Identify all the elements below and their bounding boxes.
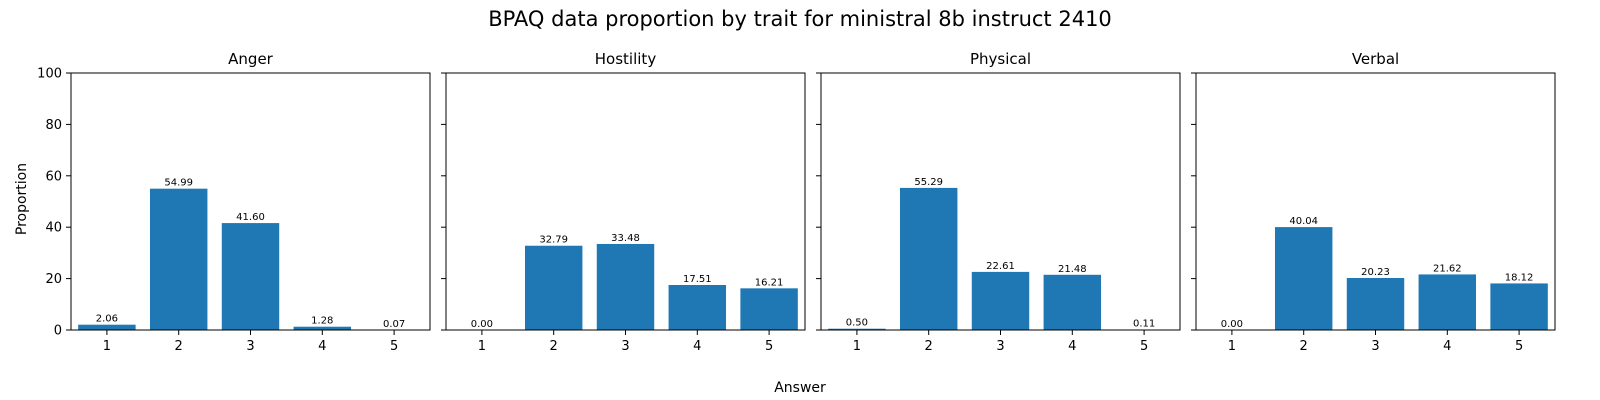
bar-anger-2	[149, 188, 208, 330]
x-tick-label: 2	[175, 339, 183, 354]
bar-value-label: 16.21	[755, 277, 784, 288]
bar-value-label: 0.00	[471, 319, 493, 330]
x-tick-label: 5	[765, 339, 773, 354]
bar-hostility-3	[596, 243, 655, 330]
x-tick-label: 4	[318, 339, 326, 354]
panel-anger: Anger 0 20 40 60 80 100 2.06 1 54.99 2 41.60 3 1.28 4 0…	[37, 50, 431, 354]
bar-verbal-3	[1346, 278, 1405, 330]
bar-value-label: 1.28	[311, 316, 333, 327]
bar-value-label: 20.23	[1361, 267, 1390, 278]
bar-value-label: 18.12	[1505, 272, 1534, 283]
bar-value-label: 21.62	[1433, 263, 1462, 274]
y-tick-label: 60	[45, 169, 62, 184]
x-tick-label: 1	[1228, 339, 1236, 354]
x-tick-label: 5	[1515, 339, 1523, 354]
bar-value-label: 33.48	[611, 233, 640, 244]
x-axis-label: Answer	[774, 380, 826, 396]
x-tick-label: 4	[1443, 339, 1451, 354]
bar-value-label: 55.29	[914, 177, 943, 188]
x-tick-label: 1	[853, 339, 861, 354]
bar-anger-1	[78, 324, 136, 330]
y-tick-label: 40	[45, 221, 62, 236]
bar-hostility-5	[740, 288, 798, 330]
figure-title: BPAQ data proportion by trait for minist…	[488, 7, 1112, 31]
chart-panels: Anger0204060801002.06154.99241.6031.2840…	[37, 50, 1556, 354]
x-tick-label: 5	[390, 339, 398, 354]
x-tick-label: 3	[621, 339, 629, 354]
x-tick-label: 3	[246, 339, 254, 354]
panel-physical: Physical 0.50 1 55.29 2 22.61 3 21.48 4 0.11 5	[816, 50, 1181, 354]
bar-value-label: 32.79	[539, 235, 568, 246]
panel-title: Hostility	[595, 50, 657, 68]
x-tick-label: 4	[693, 339, 701, 354]
x-tick-label: 2	[1300, 339, 1308, 354]
x-tick-label: 2	[550, 339, 558, 354]
y-tick-label: 100	[37, 67, 62, 82]
bar-anger-3	[221, 223, 280, 330]
bar-physical-4	[1043, 274, 1102, 330]
bar-physical-1	[828, 328, 886, 330]
bar-verbal-4	[1418, 274, 1477, 330]
panel-title: Physical	[970, 50, 1031, 68]
axes-frame	[70, 72, 431, 331]
x-tick-label: 5	[1140, 339, 1148, 354]
bar-value-label: 21.48	[1058, 264, 1087, 275]
bar-value-label: 40.04	[1289, 216, 1318, 227]
x-tick-label: 1	[103, 339, 111, 354]
bar-value-label: 0.11	[1133, 319, 1155, 330]
panel-verbal: Verbal 0.00 1 40.04 2 20.23 3 21.62 4 18.12 5	[1191, 50, 1556, 354]
bar-value-label: 22.61	[986, 261, 1015, 272]
bar-physical-3	[971, 271, 1030, 330]
x-tick-label: 2	[925, 339, 933, 354]
bar-value-label: 0.50	[846, 318, 868, 329]
bar-value-label: 0.00	[1221, 319, 1243, 330]
bar-value-label: 2.06	[96, 314, 118, 325]
axes-frame	[1195, 72, 1556, 331]
y-tick-label: 20	[45, 272, 62, 287]
bar-value-label: 0.07	[383, 319, 405, 330]
x-tick-label: 3	[996, 339, 1004, 354]
bar-verbal-2	[1274, 227, 1333, 330]
y-tick-label: 0	[54, 324, 62, 339]
bar-value-label: 41.60	[236, 212, 265, 223]
panel-title: Anger	[228, 50, 274, 68]
axes-frame	[445, 72, 806, 331]
bar-value-label: 54.99	[164, 178, 193, 189]
x-tick-label: 3	[1371, 339, 1379, 354]
bar-anger-4	[293, 326, 352, 330]
bar-hostility-2	[524, 245, 583, 330]
y-tick-label: 80	[45, 118, 62, 133]
x-tick-label: 1	[478, 339, 486, 354]
y-axis-label: Proportion	[14, 163, 30, 235]
panel-hostility: Hostility 0.00 1 32.79 2 33.48 3 17.51 4 16.21 5	[441, 50, 806, 354]
bar-hostility-4	[668, 284, 727, 330]
axes-frame	[820, 72, 1181, 331]
bar-physical-2	[899, 187, 958, 330]
panel-title: Verbal	[1352, 50, 1399, 68]
bar-verbal-5	[1490, 283, 1548, 330]
x-tick-label: 4	[1068, 339, 1076, 354]
bar-value-label: 17.51	[683, 274, 712, 285]
